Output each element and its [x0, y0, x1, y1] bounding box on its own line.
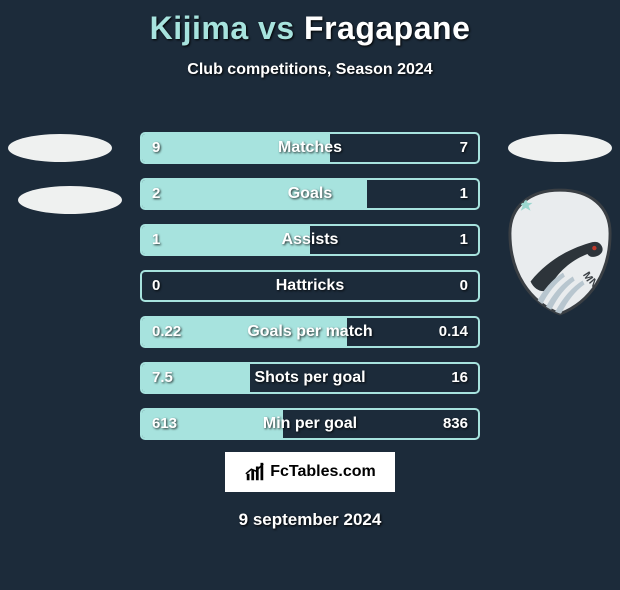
stat-value-right: 0: [460, 272, 468, 300]
stat-label: Hattricks: [142, 272, 478, 300]
svg-text:C: C: [595, 300, 604, 313]
player1-name: Kijima: [150, 10, 249, 46]
stat-value-left: 0.22: [152, 318, 181, 346]
stat-value-right: 7: [460, 134, 468, 162]
vs-text: vs: [258, 10, 295, 46]
stat-value-left: 1: [152, 226, 160, 254]
stat-value-right: 16: [451, 364, 468, 392]
stat-value-left: 9: [152, 134, 160, 162]
stat-row: 97Matches: [140, 132, 480, 164]
stat-row: 0.220.14Goals per match: [140, 316, 480, 348]
stat-value-left: 7.5: [152, 364, 173, 392]
stat-row: 0 0Hattricks: [140, 270, 480, 302]
stat-row: 613836Min per goal: [140, 408, 480, 440]
stat-value-right: 0.14: [439, 318, 468, 346]
date-text: 9 september 2024: [0, 510, 620, 530]
stat-value-left: 613: [152, 410, 177, 438]
chart-icon: [244, 461, 266, 483]
stat-row: 21Goals: [140, 178, 480, 210]
stat-fill-left: [142, 226, 310, 254]
svg-text:F: F: [594, 292, 605, 306]
stat-value-right: 1: [460, 226, 468, 254]
stat-fill-left: [142, 180, 367, 208]
branding-badge: FcTables.com: [225, 452, 395, 492]
club-crest: M N U F C: [506, 188, 614, 316]
stat-value-right: 1: [460, 180, 468, 208]
comparison-title: Kijima vs Fragapane: [0, 10, 620, 47]
stats-container: 97Matches21Goals11Assists00Hattricks0.22…: [140, 132, 480, 454]
stat-value-left: 0: [152, 272, 160, 300]
right-decor-1: [508, 134, 612, 162]
left-decor-2: [18, 186, 122, 214]
left-decor-1: [8, 134, 112, 162]
player2-name: Fragapane: [304, 10, 470, 46]
branding-text: FcTables.com: [270, 463, 376, 481]
stat-fill-left: [142, 134, 330, 162]
stat-row: 11Assists: [140, 224, 480, 256]
stat-value-right: 836: [443, 410, 468, 438]
subtitle: Club competitions, Season 2024: [0, 61, 620, 79]
stat-row: 7.516Shots per goal: [140, 362, 480, 394]
stat-value-left: 2: [152, 180, 160, 208]
